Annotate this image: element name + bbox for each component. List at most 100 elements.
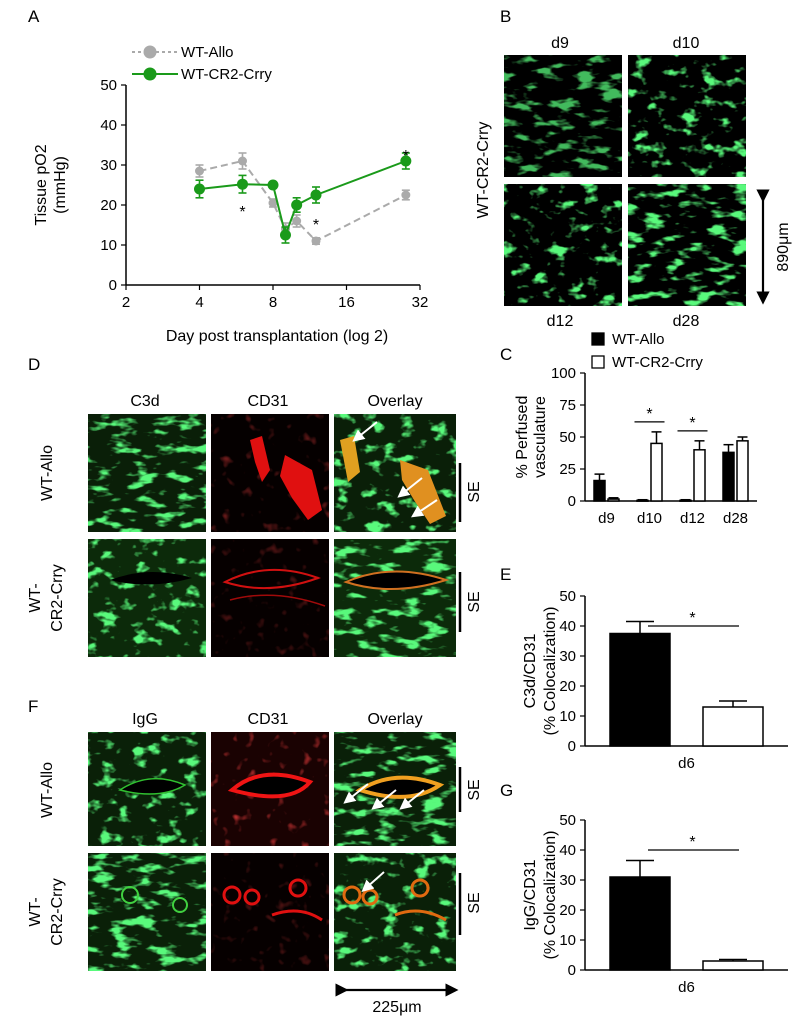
legend-label-crry: WT-CR2-Crry — [612, 354, 703, 371]
bar-crry — [702, 706, 764, 747]
significance-mark-a: * — [403, 148, 409, 165]
significance-mark-c: * — [689, 415, 695, 432]
col-label-d-2: CD31 — [248, 393, 289, 410]
row-label-f-allo: WT-Allo — [39, 762, 56, 818]
se-label-f-1: SE — [466, 779, 483, 800]
se-label-f-2: SE — [466, 892, 483, 913]
significance-mark-c: * — [646, 406, 652, 423]
y-tick-label-a: 0 — [109, 277, 117, 294]
y-axis-label-g: IgG/CD31 — [522, 859, 539, 930]
y-tick-label-a: 50 — [100, 77, 117, 94]
data-point-crry — [291, 199, 303, 211]
bar-allo — [679, 499, 692, 502]
x-tick-label-a: 16 — [338, 294, 355, 311]
bar-allo — [609, 632, 671, 747]
panel-f: IgG CD31 Overlay WT-Allo WT- CR2 — [27, 711, 483, 1016]
col-label-f-2: CD31 — [248, 711, 289, 728]
arrow-f-3 — [399, 789, 425, 810]
chart-c: 0 25 50 75 100 % Perfused vasculature d9 d10 d12 d… — [514, 331, 757, 527]
label-b-d9: d9 — [551, 35, 569, 52]
panel-label-d: D — [28, 355, 40, 374]
y-tick-label-g: 0 — [568, 962, 576, 979]
y-tick-label-a: 10 — [100, 237, 117, 254]
legend-swatch-crry — [591, 355, 605, 369]
data-point-allo — [268, 198, 278, 208]
arrow-f-1 — [343, 783, 369, 804]
y-tick-label-g: 40 — [559, 842, 576, 859]
y-axis-label-c-2: vasculature — [532, 396, 549, 478]
y-axis-label-a-2: (mmHg) — [52, 156, 69, 214]
arrow-f-2 — [371, 789, 397, 810]
col-label-d-3: Overlay — [367, 393, 422, 410]
data-point-crry — [400, 155, 412, 167]
series-line-crry — [199, 160, 407, 239]
x-tick-label-a: 2 — [122, 294, 130, 311]
y-tick-label-a: 30 — [100, 157, 117, 174]
y-tick-label-c: 0 — [568, 493, 576, 510]
y-tick-label-c: 25 — [559, 461, 576, 478]
bar-crry — [607, 498, 620, 502]
row-label-f-crry-2: CR2-Crry — [49, 878, 66, 946]
y-tick-label-e: 30 — [559, 648, 576, 665]
panel-label-a: A — [28, 7, 40, 26]
row-label-d-crry-1: WT- — [27, 583, 44, 612]
data-point-crry — [267, 179, 279, 191]
y-tick-label-a: 20 — [100, 197, 117, 214]
col-label-f-3: Overlay — [367, 711, 422, 728]
y-tick-label-c: 50 — [559, 429, 576, 446]
y-tick-label-g: 20 — [559, 902, 576, 919]
y-tick-label-g: 10 — [559, 932, 576, 949]
bar-crry — [736, 440, 749, 502]
row-label-d-allo: WT-Allo — [39, 445, 56, 501]
x-tick-label-c: d9 — [598, 510, 615, 527]
panel-label-b: B — [500, 7, 511, 26]
data-point-allo — [292, 216, 302, 226]
panel-label-g: G — [500, 781, 513, 800]
se-label-d-2: SE — [466, 591, 483, 612]
y-tick-label-e: 10 — [559, 708, 576, 725]
y-axis-label-e: C3d/CD31 — [522, 634, 539, 709]
legend-label-crry: WT-CR2-Crry — [181, 66, 272, 83]
scale-label-b: 890μm — [775, 222, 792, 271]
y-tick-label-e: 20 — [559, 678, 576, 695]
data-point-allo — [195, 166, 204, 176]
data-point-crry — [194, 183, 205, 195]
label-b-d28: d28 — [673, 313, 700, 330]
x-tick-label-a: 4 — [195, 294, 203, 311]
bar-allo — [636, 499, 649, 502]
se-label-d-1: SE — [466, 481, 483, 502]
data-point-crry — [310, 189, 322, 201]
arrow-f-4 — [361, 871, 385, 892]
x-tick-label-a: 32 — [412, 294, 429, 311]
arrow-d-1 — [352, 421, 378, 442]
x-tick-label-a: 8 — [269, 294, 277, 311]
bar-allo — [593, 479, 606, 502]
y-axis-label-a: Tissue pO2 — [33, 144, 50, 225]
col-label-f-1: IgG — [132, 711, 158, 728]
y-tick-label-g: 30 — [559, 872, 576, 889]
y-tick-label-e: 40 — [559, 618, 576, 635]
x-tick-label-c: d10 — [637, 510, 662, 527]
x-tick-label-c: d28 — [723, 510, 748, 527]
y-axis-label-c: % Perfused — [514, 396, 531, 479]
bar-allo — [722, 451, 735, 502]
y-tick-label-c: 100 — [551, 365, 576, 382]
panel-label-e: E — [500, 565, 511, 584]
chart-g: 0 10 20 30 40 50 IgG/CD31 (% Colocalization) d6 * — [522, 812, 788, 996]
y-tick-label-a: 40 — [100, 117, 117, 134]
y-tick-label-c: 75 — [559, 397, 576, 414]
panel-d: C3d CD31 Overlay WT-Allo WT- CR2-Crry SE… — [27, 393, 483, 657]
legend-swatch-allo — [591, 332, 605, 346]
x-tick-label-g: d6 — [678, 979, 695, 996]
significance-mark-a: * — [313, 217, 319, 234]
y-tick-label-e: 0 — [568, 738, 576, 755]
chart-e: 0 10 20 30 40 50 C3d/CD31 (% Colocalization) d6 * — [522, 588, 788, 772]
data-point-allo — [237, 156, 247, 166]
y-tick-label-g: 50 — [559, 812, 576, 829]
col-label-d-1: C3d — [130, 393, 159, 410]
row-label-d-crry-2: CR2-Crry — [49, 564, 66, 632]
y-tick-label-e: 50 — [559, 588, 576, 605]
panel-label-c: C — [500, 345, 512, 364]
significance-mark-g: * — [689, 834, 695, 851]
